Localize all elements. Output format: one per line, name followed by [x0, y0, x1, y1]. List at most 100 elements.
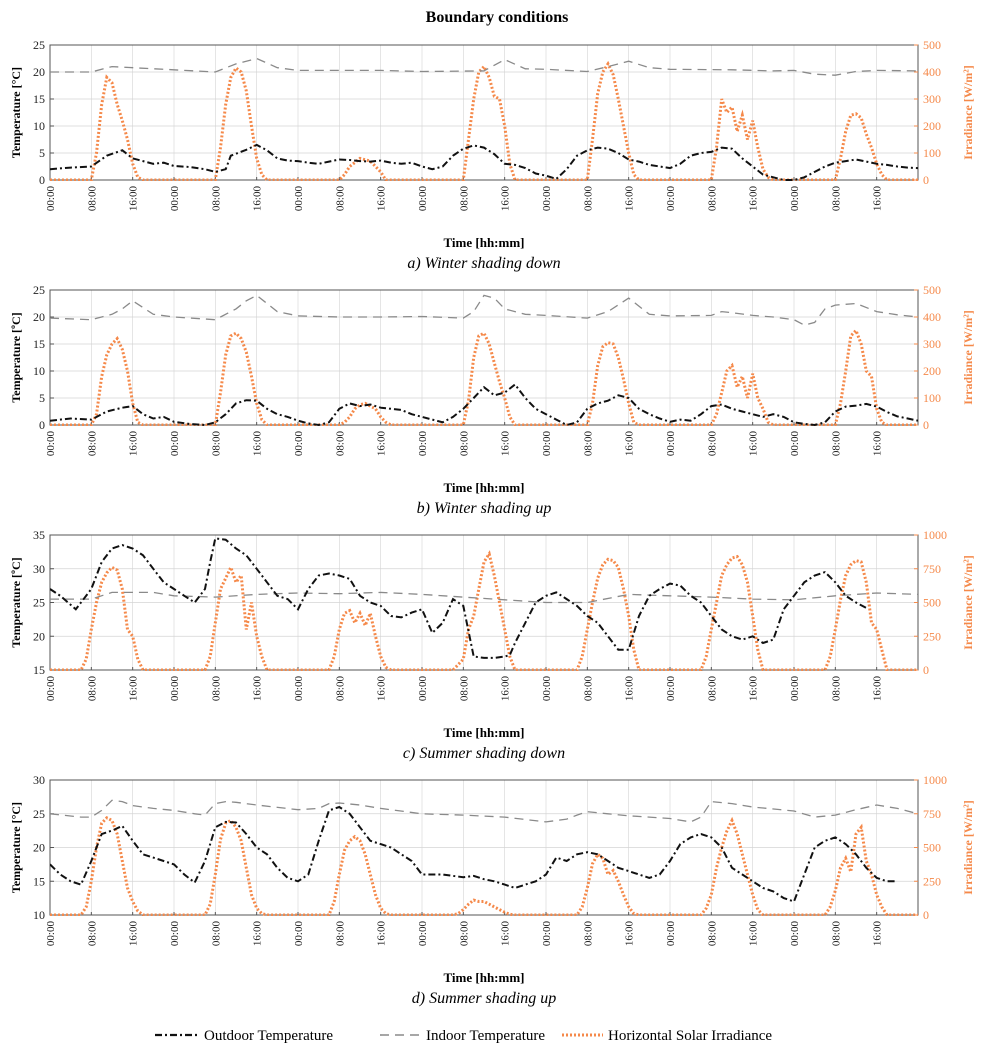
x-tick-label: 16:00 [128, 921, 140, 947]
x-tick-label: 16:00 [872, 676, 884, 702]
series-indoor-line [50, 294, 918, 326]
y-axis-label: Temperature [ºC] [9, 557, 23, 647]
x-tick-label: 16:00 [748, 186, 760, 212]
x-tick-label: 16:00 [376, 676, 388, 702]
x-tick-label: 08:00 [210, 921, 222, 947]
y2-tick-label: 750 [923, 807, 941, 821]
panel-caption: b) Winter shading up [417, 500, 552, 517]
series-outdoor-line [50, 537, 867, 659]
y-tick-label: 15 [33, 663, 45, 677]
x-tick-label: 00:00 [45, 431, 57, 457]
series-indoor-line [50, 799, 918, 823]
x-tick-label: 16:00 [252, 431, 264, 457]
x-axis-label: Time [hh:mm] [443, 235, 524, 250]
y2-tick-label: 300 [923, 92, 941, 106]
x-tick-label: 08:00 [458, 186, 470, 212]
y-tick-label: 20 [33, 841, 45, 855]
y-axis-label: Temperature [°C] [9, 802, 23, 893]
plot-frame [49, 289, 919, 426]
x-tick-label: 00:00 [45, 676, 57, 702]
y-tick-label: 25 [33, 283, 45, 297]
x-tick-label: 08:00 [210, 431, 222, 457]
x-tick-label: 08:00 [86, 186, 98, 212]
series-solar-line [50, 327, 918, 426]
x-tick-label: 00:00 [169, 186, 181, 212]
y2-tick-label: 400 [923, 65, 941, 79]
y2-axis-label: Irradiance [W/m²] [961, 555, 975, 650]
y-tick-label: 5 [39, 146, 45, 160]
y2-tick-label: 500 [923, 283, 941, 297]
x-tick-label: 16:00 [376, 921, 388, 947]
x-tick-label: 16:00 [376, 431, 388, 457]
series-solar-line [50, 550, 918, 671]
series-solar-line [50, 815, 918, 916]
y-tick-label: 5 [39, 391, 45, 405]
y2-tick-label: 0 [923, 663, 929, 677]
y-tick-label: 35 [33, 528, 45, 542]
x-tick-label: 08:00 [582, 921, 594, 947]
x-tick-label: 08:00 [334, 921, 346, 947]
x-tick-label: 16:00 [748, 921, 760, 947]
x-tick-label: 08:00 [582, 431, 594, 457]
x-tick-label: 00:00 [293, 186, 305, 212]
y2-tick-label: 1000 [923, 773, 947, 787]
x-tick-label: 16:00 [748, 676, 760, 702]
x-tick-label: 08:00 [86, 431, 98, 457]
y2-tick-label: 400 [923, 310, 941, 324]
y-tick-label: 25 [33, 38, 45, 52]
y2-tick-label: 200 [923, 364, 941, 378]
x-tick-label: 08:00 [582, 186, 594, 212]
y2-tick-label: 100 [923, 146, 941, 160]
x-tick-label: 00:00 [169, 676, 181, 702]
x-axis-label: Time [hh:mm] [443, 970, 524, 985]
x-tick-label: 08:00 [706, 676, 718, 702]
y-axis-label: Temperature [ºC] [9, 312, 23, 402]
x-tick-label: 00:00 [293, 431, 305, 457]
series-outdoor-line [50, 143, 918, 181]
x-tick-label: 16:00 [624, 431, 636, 457]
y2-tick-label: 0 [923, 908, 929, 922]
x-tick-label: 16:00 [376, 186, 388, 212]
x-tick-label: 08:00 [830, 186, 842, 212]
y-tick-label: 30 [33, 773, 45, 787]
x-tick-label: 00:00 [45, 186, 57, 212]
y-tick-label: 30 [33, 562, 45, 576]
x-tick-label: 16:00 [624, 186, 636, 212]
x-tick-label: 08:00 [706, 921, 718, 947]
x-tick-label: 00:00 [417, 676, 429, 702]
x-tick-label: 16:00 [500, 431, 512, 457]
y-tick-label: 20 [33, 629, 45, 643]
panel-2: 0 5 10 15 20 25 0 100 200 300 400 500 00:00 08:00 16:0… [9, 283, 975, 517]
y2-tick-label: 0 [923, 173, 929, 187]
x-tick-label: 16:00 [500, 186, 512, 212]
x-tick-label: 08:00 [830, 676, 842, 702]
x-tick-label: 16:00 [128, 186, 140, 212]
y-tick-label: 10 [33, 119, 45, 133]
x-tick-label: 16:00 [872, 186, 884, 212]
y2-tick-label: 300 [923, 337, 941, 351]
x-tick-label: 00:00 [417, 186, 429, 212]
panel-3: 15 20 25 30 35 0 250 500 750 1000 00:00 08:00 16:00 0… [9, 528, 975, 762]
x-tick-label: 16:00 [872, 431, 884, 457]
x-tick-label: 00:00 [789, 431, 801, 457]
y-tick-label: 20 [33, 65, 45, 79]
panel-1: 0 5 10 15 20 25 0 100 200 300 400 500 00:00 08:00 16:0… [9, 38, 975, 272]
x-tick-label: 08:00 [210, 676, 222, 702]
x-tick-label: 08:00 [458, 431, 470, 457]
x-tick-label: 08:00 [706, 431, 718, 457]
x-tick-label: 08:00 [458, 676, 470, 702]
y2-tick-label: 500 [923, 841, 941, 855]
y2-axis-label: Irradiance [W/m²] [961, 310, 975, 405]
x-tick-label: 00:00 [789, 186, 801, 212]
figure-title: Boundary conditions [426, 9, 569, 26]
x-tick-label: 00:00 [45, 921, 57, 947]
y2-axis-label: Irradiance [W/m²] [961, 65, 975, 160]
legend-outdoor-label: Outdoor Temperature [204, 1028, 333, 1044]
x-tick-label: 16:00 [252, 186, 264, 212]
y-tick-label: 10 [33, 908, 45, 922]
y2-axis-label: Irradiance [W/m²] [961, 800, 975, 895]
panel-4: 10 15 20 25 30 0 250 500 750 1000 00:00 08:00 16:00 0… [9, 773, 975, 1007]
series-indoor-line [50, 57, 918, 76]
